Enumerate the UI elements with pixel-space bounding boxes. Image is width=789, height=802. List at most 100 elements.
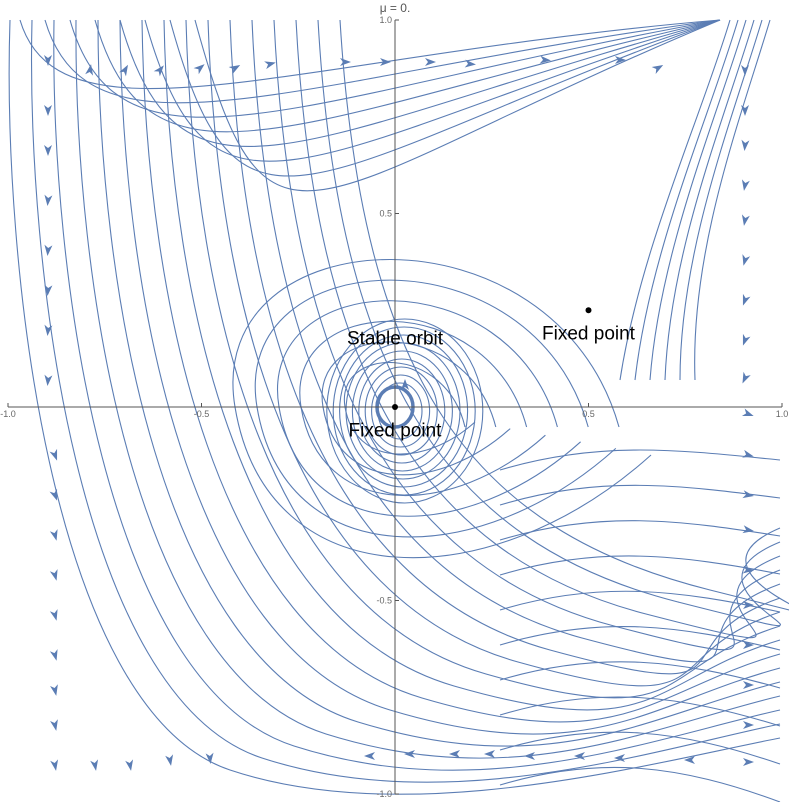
flow-arrow [684,756,695,764]
y-tick-label: 1.0 [379,15,392,25]
stable-orbit-curves [326,318,484,504]
flow-arrow [615,56,626,64]
streamline [499,590,781,613]
streamline [321,341,511,476]
x-tick-label: 0.5 [582,409,595,419]
streamline [94,19,721,133]
streamline [499,555,781,576]
flow-arrow [85,64,94,76]
streamline [31,19,781,783]
flow-arrow [741,139,750,151]
streamline [499,766,781,802]
orbit-curve [358,358,446,464]
flow-arrow [44,324,53,336]
streamlines [8,19,789,802]
streamline [119,19,721,147]
flow-arrow [50,719,58,731]
streamline [499,661,781,689]
flow-arrow [228,65,241,74]
streamline [317,19,781,627]
x-tick-label: -0.5 [194,409,210,419]
streamline [499,696,781,727]
flow-arrow [614,754,625,762]
flow-arrow [651,65,664,74]
orbit-curve [326,318,484,504]
tick-marks [7,19,783,795]
streamline [339,19,789,611]
streamline [75,19,781,759]
streamline [69,19,721,118]
flow-arrow [742,449,754,458]
flow-arrow [743,758,754,766]
flow-arrow [50,759,59,771]
flow-arrow [205,752,214,764]
streamline [619,19,731,381]
flow-arrow [742,490,754,499]
flow-arrow [401,379,409,390]
fixed-point-marker [585,307,592,314]
flow-arrow [741,105,749,116]
flow-arrow [153,65,164,77]
tick-labels: -1.0 -0.5 0.5 1.0 1.0 0.5 -0.5 -1.0 [0,15,788,799]
flow-arrow [743,641,754,649]
streamline [499,520,781,541]
flow-arrow [49,488,58,501]
flow-arrow [119,64,128,77]
flow-arrow [539,55,551,64]
y-tick-label: -0.5 [376,596,392,606]
flow-arrow [741,65,749,76]
flow-arrow [742,293,751,306]
annotation-label: Fixed point [542,324,636,345]
flow-arrow [743,721,754,729]
orbit-curve [371,374,431,448]
flow-arrow [193,64,205,75]
flow-arrow [464,59,476,68]
streamline [679,19,763,381]
streamline [19,19,721,90]
orbit-curve [364,366,438,456]
flow-arrow [741,179,750,191]
x-tick-label: 1.0 [776,409,789,419]
flow-arrow [44,145,52,156]
fixed-point-marker [392,404,398,410]
streamline [649,19,747,381]
streamline [185,19,781,699]
flow-arrow [743,681,754,689]
flow-arrow [742,565,754,574]
flow-arrow [741,408,754,417]
streamline [254,279,617,538]
streamline [694,19,771,381]
streamline [634,19,739,381]
flow-arrow [364,752,375,760]
chart-title: μ = 0. [380,1,411,15]
streamline [119,19,781,735]
streamline [141,19,781,723]
streamline [499,731,781,765]
streamline [44,19,721,104]
streamline [194,19,721,192]
streamline [273,19,781,651]
flow-arrow [49,609,58,621]
flow-arrow [264,61,276,70]
flow-arrow [404,750,415,758]
flow-arrow [44,284,53,296]
flow-arrow [742,333,751,346]
streamline [232,258,652,559]
streamline [664,19,755,381]
flow-arrows [44,55,754,771]
annotation-label: Fixed point [349,420,443,441]
flow-arrow [380,58,391,66]
flow-arrow [125,759,134,771]
flow-arrow [743,601,754,609]
flow-arrow [574,752,585,760]
flow-arrow [425,58,436,66]
y-tick-label: -1.0 [376,789,392,799]
streamline [53,19,781,771]
streamline [8,19,781,795]
flow-arrow [741,214,750,226]
flow-arrow [340,58,351,66]
orbit-curve [345,342,461,480]
annotation-label: Stable orbit [347,328,444,349]
flow-arrow [742,525,754,534]
